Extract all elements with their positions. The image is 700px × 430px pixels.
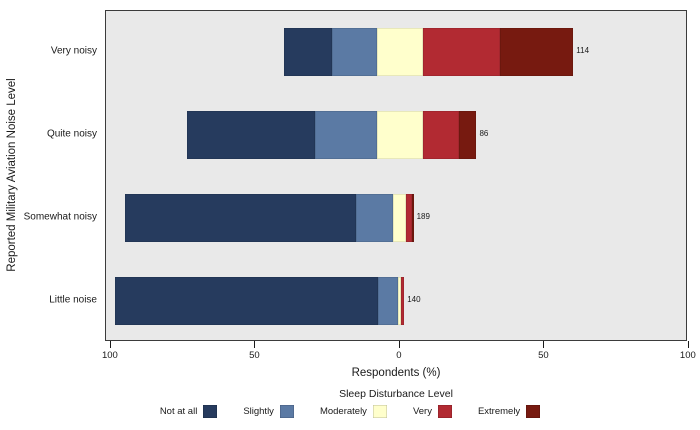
legend-label: Very	[412, 406, 432, 417]
y-category-label: Quite noisy	[46, 128, 97, 140]
legend-label: Slightly	[243, 406, 274, 417]
bar-segment-slightly	[355, 193, 394, 242]
bar-segment-not-at-all	[124, 193, 356, 242]
legend-item-very: Very	[413, 405, 452, 418]
legend-label: Not at all	[159, 406, 198, 417]
x-axis-tick-label: 100	[101, 350, 118, 361]
x-axis-tick-label: 50	[538, 350, 549, 361]
y-category-label: Little noise	[49, 294, 97, 306]
bar-segment-not-at-all	[115, 276, 379, 325]
bar-very-noisy	[284, 28, 574, 77]
bar-segment-moderately	[376, 28, 423, 77]
legend: Not at all Slightly Moderately Very Extremel…	[0, 405, 700, 418]
x-axis-tick-label: 0	[396, 350, 402, 361]
bar-segment-not-at-all	[284, 28, 332, 77]
plot-area	[105, 10, 687, 341]
legend-item-moderately: Moderately	[320, 405, 387, 418]
x-axis-tick-label: 100	[679, 350, 696, 361]
bar-count-label: 86	[479, 129, 489, 139]
bar-segment-very	[406, 193, 413, 242]
legend-item-extremely: Extremely	[477, 405, 541, 418]
bar-segment-moderately	[376, 111, 423, 160]
bar-segment-moderately	[398, 276, 402, 325]
bar-segment-extremely	[459, 111, 477, 160]
y-axis-title-text: Reported Military Aviation Noise Level	[6, 78, 18, 272]
legend-swatch	[526, 405, 541, 418]
bar-segment-not-at-all	[187, 111, 315, 160]
bar-somewhat-noisy	[124, 193, 414, 242]
x-axis-title: Respondents (%)	[351, 367, 441, 379]
legend-item-not-at-all: Not at all	[160, 405, 218, 418]
legend-item-slightly: Slightly	[243, 405, 294, 418]
bar-segment-moderately	[393, 193, 407, 242]
x-axis-tick	[254, 341, 256, 348]
bar-segment-slightly	[314, 111, 377, 160]
x-axis-tick	[109, 341, 111, 348]
bar-segment-slightly	[378, 276, 399, 325]
bar-segment-extremely	[499, 28, 574, 77]
y-category-label: Somewhat noisy	[23, 211, 97, 223]
bar-count-label: 140	[407, 294, 421, 304]
y-category-label: Very noisy	[50, 45, 97, 57]
bar-segment-very	[422, 111, 460, 160]
bar-segment-very	[422, 28, 500, 77]
legend-swatch	[203, 405, 218, 418]
bar-segment-extremely	[412, 193, 414, 242]
x-axis-tick-label: 50	[249, 350, 260, 361]
legend-label: Moderately	[319, 406, 367, 417]
bar-segment-slightly	[331, 28, 377, 77]
bar-count-label: 114	[576, 46, 590, 56]
x-axis-tick	[398, 341, 400, 348]
legend-title: Sleep Disturbance Level	[339, 388, 453, 400]
bar-segment-very	[401, 276, 405, 325]
bar-count-label: 189	[416, 211, 430, 221]
legend-swatch	[437, 405, 452, 418]
x-axis-tick	[543, 341, 545, 348]
legend-swatch	[279, 405, 294, 418]
bar-little-noise	[115, 276, 405, 325]
x-axis-tick	[687, 341, 689, 348]
legend-label: Extremely	[477, 406, 521, 417]
legend-swatch	[372, 405, 387, 418]
bar-quite-noisy	[187, 111, 477, 160]
